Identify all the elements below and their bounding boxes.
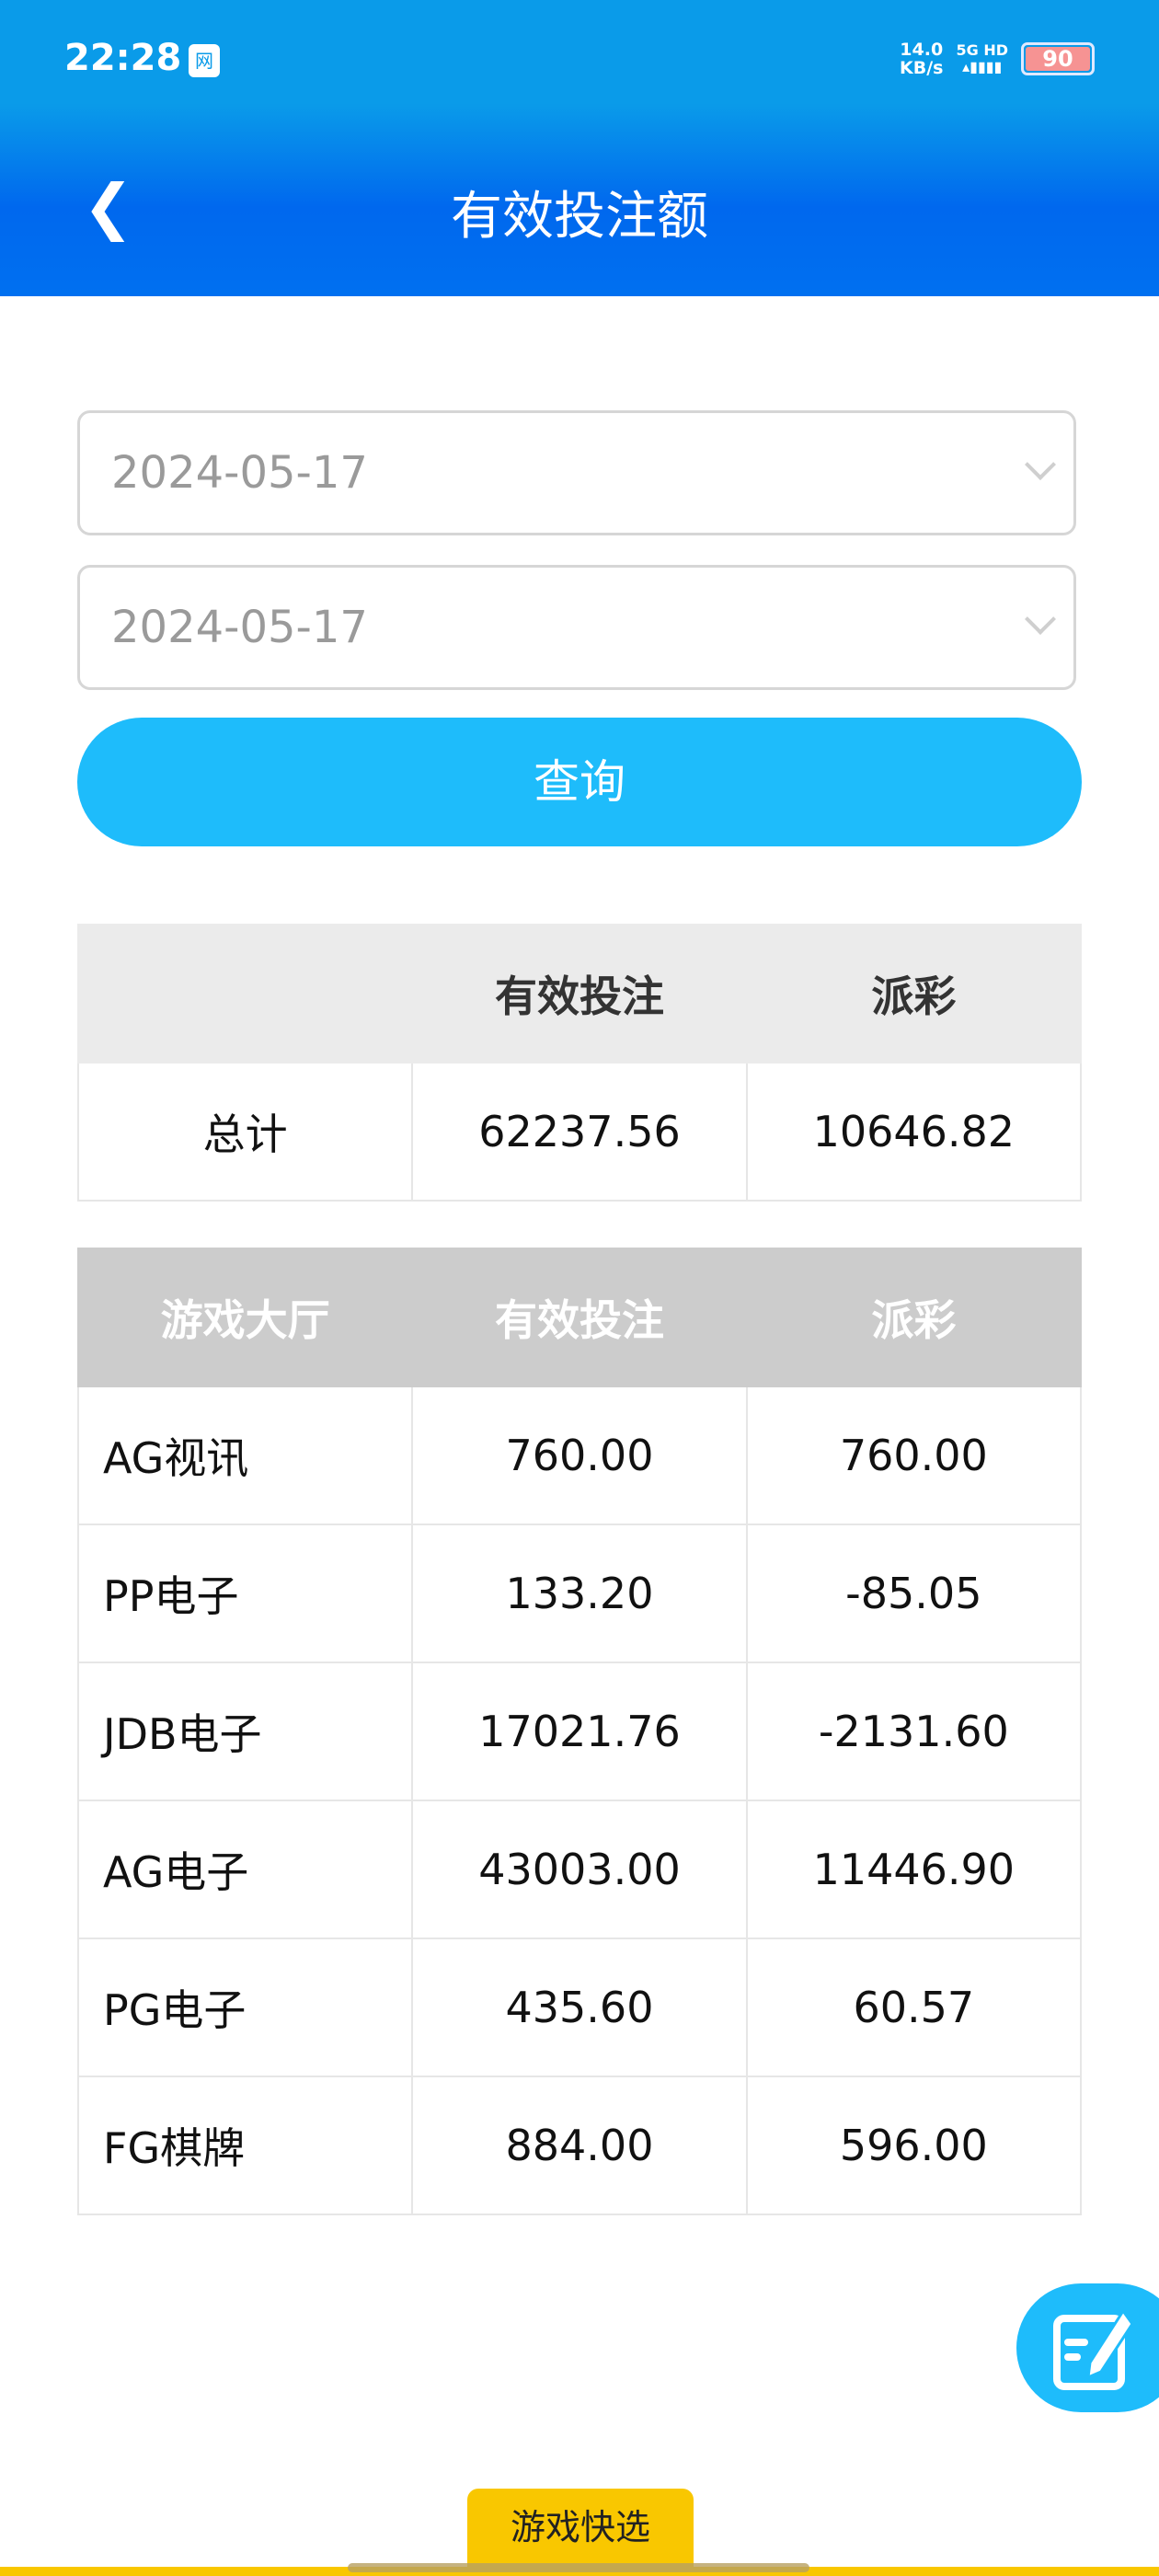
column-header: 派彩 [745,924,1083,1064]
chevron-left-icon: ❮ [83,171,134,242]
network-type: 5G HD [956,41,1008,59]
table-row: AG电子 43003.00 11446.90 [76,1800,1083,1939]
chevron-down-icon [1025,449,1056,480]
page-title: 有效投注额 [451,187,708,247]
column-header: 有效投注 [411,1248,748,1387]
hall-name: AG视讯 [76,1386,414,1525]
column-header [76,924,414,1064]
status-notification-icon: 网 [189,44,220,77]
column-header: 游戏大厅 [76,1248,414,1387]
table-row: AG视讯 760.00 760.00 [76,1386,1083,1525]
table-row: FG棋牌 884.00 596.00 [76,2076,1083,2215]
battery-icon: 90 [1021,42,1095,75]
valid-bet: 133.20 [411,1524,748,1663]
payout: 60.57 [745,1938,1083,2077]
back-button[interactable]: ❮ [83,170,138,244]
table-header: 游戏大厅 有效投注 派彩 [76,1248,1083,1387]
query-button[interactable]: 查询 [77,718,1082,846]
hall-name: PP电子 [76,1524,414,1663]
hall-name: FG棋牌 [76,2076,414,2215]
total-valid-bet: 62237.56 [411,1062,748,1202]
speed-unit: KB/s [900,58,944,78]
end-date-select[interactable]: 2024-05-17 [77,565,1076,690]
chevron-down-icon [1025,604,1056,635]
edit-note-icon [1053,2308,1134,2390]
hall-table: 游戏大厅 有效投注 派彩 AG视讯 760.00 760.00 PP电子 133.20… [76,1248,1083,2215]
status-time: 22:28 [64,37,182,79]
floating-edit-button[interactable] [1016,2283,1159,2412]
battery-level: 90 [1026,47,1090,71]
valid-bet: 435.60 [411,1938,748,2077]
column-header: 派彩 [745,1248,1083,1387]
table-row: PG电子 435.60 60.57 [76,1938,1083,2077]
payout: 11446.90 [745,1800,1083,1939]
valid-bet: 760.00 [411,1386,748,1525]
start-date-select[interactable]: 2024-05-17 [77,410,1076,535]
payout: -2131.60 [745,1662,1083,1801]
signal-icon: 5G HD ▴▮▮▮▮ [956,41,1008,75]
total-payout: 10646.82 [745,1062,1083,1202]
status-indicators: 14.0 KB/s 5G HD ▴▮▮▮▮ 90 [900,40,1095,77]
table-row: JDB电子 17021.76 -2131.60 [76,1662,1083,1801]
start-date-value: 2024-05-17 [111,447,368,499]
valid-bet: 43003.00 [411,1800,748,1939]
payout: 760.00 [745,1386,1083,1525]
payout: -85.05 [745,1524,1083,1663]
speed-value: 14.0 [900,40,944,60]
table-row: 总计 62237.56 10646.82 [76,1062,1083,1202]
hall-name: AG电子 [76,1800,414,1939]
valid-bet: 884.00 [411,2076,748,2215]
table-row: PP电子 133.20 -85.05 [76,1524,1083,1663]
hall-name: JDB电子 [76,1662,414,1801]
network-speed: 14.0 KB/s [900,40,943,77]
end-date-value: 2024-05-17 [111,602,368,653]
hall-name: PG电子 [76,1938,414,2077]
summary-table: 有效投注 派彩 总计 62237.56 10646.82 [76,924,1083,1202]
table-header: 有效投注 派彩 [76,924,1083,1064]
total-label: 总计 [76,1062,414,1202]
payout: 596.00 [745,2076,1083,2215]
app-header: 22:28 网 14.0 KB/s 5G HD ▴▮▮▮▮ 90 ❮ 有效投注额 [0,0,1159,296]
column-header: 有效投注 [411,924,748,1064]
game-quick-select-tab[interactable]: 游戏快选 [467,2489,694,2576]
home-indicator[interactable] [348,2563,809,2572]
valid-bet: 17021.76 [411,1662,748,1801]
